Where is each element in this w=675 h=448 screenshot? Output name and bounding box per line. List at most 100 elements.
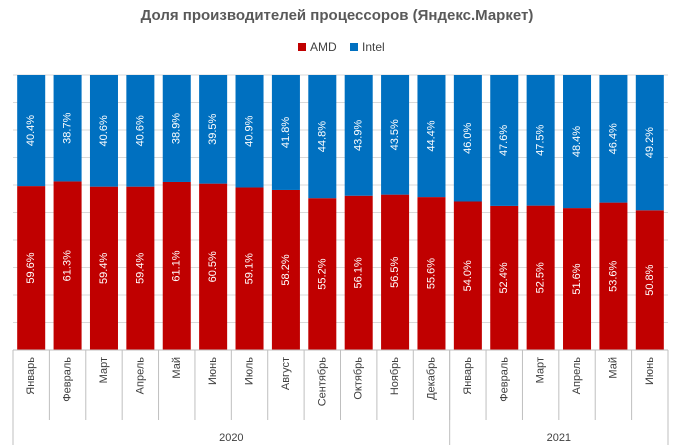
data-label-intel: 40.9%	[244, 115, 256, 146]
bar-amd	[490, 205, 519, 350]
data-label-amd: 59.4%	[134, 253, 146, 284]
data-label-amd: 58.2%	[280, 254, 292, 285]
x-tick-label: Сентябрь	[316, 357, 328, 407]
data-label-intel: 43.9%	[353, 120, 365, 151]
x-tick-label: Январь	[25, 357, 37, 395]
data-label-intel: 47.6%	[498, 125, 510, 156]
bar-intel	[490, 75, 519, 206]
bar-amd	[308, 198, 337, 350]
bar-intel	[381, 75, 410, 195]
data-label-intel: 40.4%	[25, 115, 37, 146]
x-tick-label: Май	[607, 357, 619, 379]
x-tick-label: Октябрь	[353, 357, 365, 400]
bar-amd	[526, 205, 555, 350]
x-tick-label: Апрель	[134, 357, 146, 395]
bar-intel	[162, 75, 191, 182]
bar-intel	[126, 75, 155, 187]
gridlines	[13, 74, 668, 351]
bar-intel	[17, 75, 46, 187]
bar-intel	[526, 75, 555, 206]
x-tick-label: Июль	[244, 357, 256, 385]
bar-amd	[344, 195, 373, 350]
data-label-amd: 61.3%	[62, 250, 74, 281]
bar-intel	[344, 75, 373, 196]
x-tick-label: Июнь	[644, 357, 656, 385]
data-label-amd: 50.8%	[644, 264, 656, 295]
bar-amd	[53, 181, 82, 350]
data-label-intel: 38.9%	[171, 113, 183, 144]
data-label-amd: 60.5%	[207, 251, 219, 282]
data-label-amd: 56.1%	[353, 257, 365, 288]
data-label-intel: 44.8%	[316, 121, 328, 152]
data-label-intel: 38.7%	[62, 112, 74, 143]
x-tick-label: Февраль	[62, 357, 74, 402]
data-label-amd: 55.2%	[316, 258, 328, 289]
data-label-amd: 56.5%	[389, 257, 401, 288]
bar-amd	[563, 208, 592, 350]
data-label-amd: 53.6%	[607, 260, 619, 291]
bar-amd	[453, 201, 482, 350]
bar-intel	[308, 75, 337, 199]
data-label-intel: 48.4%	[571, 126, 583, 157]
data-label-intel: 46.4%	[607, 123, 619, 154]
bar-amd	[417, 197, 446, 350]
data-label-intel: 43.5%	[389, 119, 401, 150]
bars: 59.6% 40.4% 61.3% 38.7% 59.4% 40.6% 59.4% 40.6%…	[17, 75, 664, 350]
data-label-intel: 40.6%	[134, 115, 146, 146]
bar-intel	[89, 75, 118, 187]
chart-title: Доля производителей процессоров (Яндекс.…	[141, 7, 534, 24]
x-tick-label: Июнь	[207, 357, 219, 385]
x-tick-label: Май	[171, 357, 183, 379]
x-tick-label: Апрель	[571, 357, 583, 395]
legend: AMD Intel	[298, 40, 385, 54]
bar-amd	[126, 186, 155, 350]
bar-amd	[199, 183, 228, 350]
bar-intel	[453, 75, 482, 202]
data-label-amd: 51.6%	[571, 263, 583, 294]
bar-amd	[162, 181, 191, 350]
x-tick-label: Март	[98, 357, 110, 383]
data-label-intel: 39.5%	[207, 114, 219, 145]
bar-amd	[381, 194, 410, 350]
x-tick-label: Ноябрь	[389, 357, 401, 395]
data-label-amd: 54.0%	[462, 260, 474, 291]
data-label-amd: 52.4%	[498, 262, 510, 293]
bar-amd	[271, 189, 300, 350]
bar-intel	[599, 75, 628, 203]
legend-swatch-intel	[350, 43, 358, 51]
data-label-intel: 41.8%	[280, 117, 292, 148]
x-tick-label: Январь	[462, 357, 474, 395]
data-label-intel: 40.6%	[98, 115, 110, 146]
x-group-label: 2021	[547, 432, 571, 444]
data-label-intel: 46.0%	[462, 122, 474, 153]
data-label-amd: 59.1%	[244, 253, 256, 284]
data-label-amd: 52.5%	[535, 262, 547, 293]
bar-intel	[199, 75, 228, 184]
bar-amd	[235, 187, 264, 350]
x-tick-label: Март	[535, 357, 547, 383]
bar-intel	[635, 75, 664, 211]
bar-amd	[599, 202, 628, 350]
bar-amd	[17, 186, 46, 350]
x-tick-label: Август	[280, 357, 292, 390]
legend-label-amd: AMD	[310, 40, 337, 54]
data-label-amd: 61.1%	[171, 250, 183, 281]
legend-swatch-amd	[298, 43, 306, 51]
bar-intel	[563, 75, 592, 209]
data-label-intel: 47.5%	[535, 125, 547, 156]
bar-intel	[271, 75, 300, 190]
bar-intel	[417, 75, 446, 198]
x-tick-label: Декабрь	[425, 357, 437, 400]
data-label-amd: 55.6%	[425, 258, 437, 289]
data-label-amd: 59.4%	[98, 253, 110, 284]
x-axis: Январь Февраль Март Апрель Май Июнь Июль Август…	[12, 349, 669, 445]
data-label-intel: 44.4%	[425, 120, 437, 151]
data-label-amd: 59.6%	[25, 252, 37, 283]
bar-intel	[235, 75, 264, 188]
bar-amd	[89, 186, 118, 350]
bar-intel	[53, 75, 82, 182]
x-group-label: 2020	[219, 432, 243, 444]
x-tick-label: Февраль	[498, 357, 510, 402]
data-label-intel: 49.2%	[644, 127, 656, 158]
